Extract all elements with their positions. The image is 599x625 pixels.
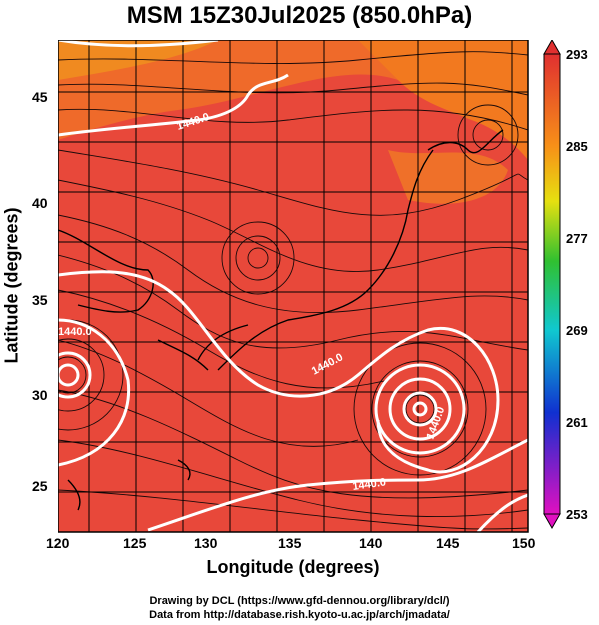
- x-tick-label: 145: [436, 535, 460, 551]
- y-tick-label: 30: [32, 387, 48, 403]
- x-tick-label: 130: [194, 535, 218, 551]
- geopotential-contours: [58, 40, 528, 532]
- y-axis-label: Latitude (degrees): [1, 207, 22, 364]
- contour-label: 1440.0: [58, 326, 92, 338]
- credit-data: Data from http://database.rish.kyoto-u.a…: [149, 609, 450, 621]
- credit-drawing: Drawing by DCL (https://www.gfd-dennou.o…: [149, 595, 450, 607]
- colorbar-tick-label: 269: [566, 323, 588, 338]
- x-tick-label: 120: [46, 535, 70, 551]
- x-tick-label: 150: [512, 535, 536, 551]
- y-tick-label: 45: [32, 89, 48, 105]
- map-frame: [58, 40, 529, 533]
- colorbar-tick-label: 293: [566, 47, 588, 62]
- x-tick-label: 135: [278, 535, 302, 551]
- colorbar-tick-label: 261: [566, 415, 588, 430]
- colorbar-tick-label: 253: [566, 507, 588, 522]
- colorbar-tick-label: 277: [566, 231, 588, 246]
- colorbar-tick-label: 285: [566, 139, 588, 154]
- streamlines: [58, 51, 528, 530]
- y-tick-label: 40: [32, 195, 48, 211]
- chart-title: MSM 15Z30Jul2025 (850.0hPa): [126, 2, 473, 29]
- colorbar: [543, 40, 561, 530]
- contour-label: 1440.0: [352, 476, 387, 493]
- x-tick-label: 140: [359, 535, 383, 551]
- y-tick-label: 25: [32, 478, 48, 494]
- x-tick-label: 125: [123, 535, 147, 551]
- y-tick-label: 35: [32, 292, 48, 308]
- map-svg: 1440.0 1440.0 1440.0 1440.0 1440.0: [58, 40, 561, 533]
- x-axis-label: Longitude (degrees): [206, 557, 380, 577]
